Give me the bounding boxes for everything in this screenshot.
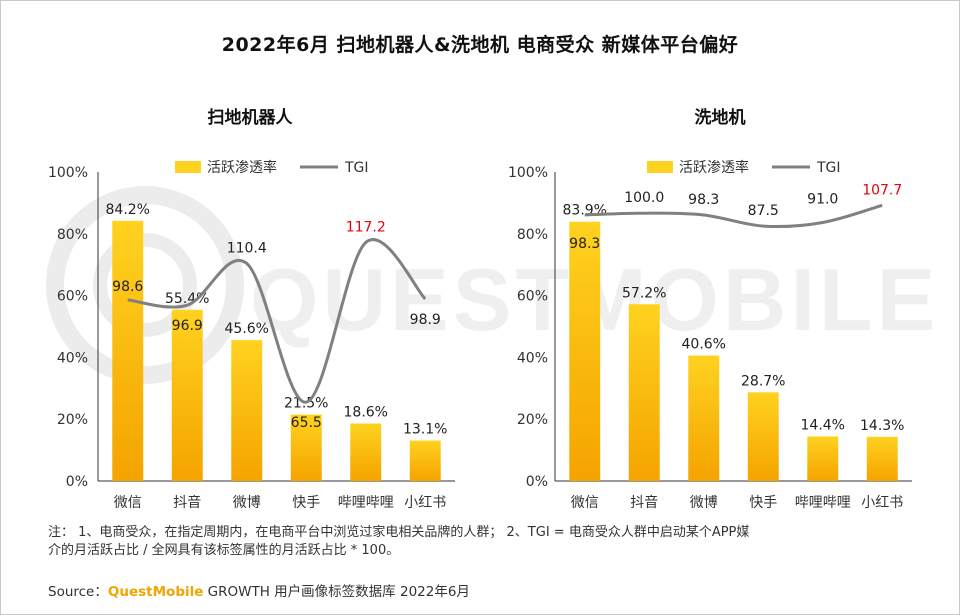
footnote-line-1: 注： 1、电商受众，在指定周期内，在电商平台中浏览过家电相关品牌的人群； 2、T…: [48, 525, 750, 540]
source-rest: GROWTH 用户画像标签数据库 2022年6月: [203, 584, 470, 600]
x-tick-label: 快手: [749, 495, 777, 511]
x-tick-label: 哔哩哔哩: [795, 495, 851, 511]
x-tick-label: 微信: [114, 495, 142, 511]
bar-1: [112, 220, 144, 481]
legend-bar-swatch: [647, 161, 673, 173]
x-tick-label: 哔哩哔哩: [338, 495, 394, 511]
tgi-value-label: 100.0: [624, 190, 664, 206]
tgi-value-label: 98.6: [112, 279, 143, 295]
bar-1: [569, 221, 601, 481]
y-tick-label: 60%: [517, 289, 548, 305]
tgi-value-label: 65.5: [291, 415, 322, 431]
bar-6: [866, 436, 898, 481]
bar-5: [350, 423, 382, 481]
bar-value-label: 40.6%: [682, 337, 726, 353]
tgi-value-label: 98.9: [410, 312, 441, 328]
bar-value-label: 14.3%: [860, 418, 904, 434]
tgi-value-label: 96.9: [172, 318, 203, 334]
x-tick-label: 小红书: [861, 495, 903, 511]
x-tick-label: 微信: [571, 495, 599, 511]
bar-5: [807, 436, 839, 481]
bar-2: [171, 309, 203, 481]
bar-value-label: 45.6%: [225, 321, 269, 337]
bar-value-label: 14.4%: [801, 418, 845, 434]
bar-value-label: 18.6%: [344, 405, 388, 421]
page-title: 2022年6月 扫地机器人&洗地机 电商受众 新媒体平台偏好: [221, 34, 739, 56]
tgi-value-label: 98.3: [569, 236, 600, 252]
tgi-value-label: 98.3: [688, 192, 719, 208]
bar-value-label: 83.9%: [563, 203, 607, 219]
bar-value-label: 13.1%: [403, 422, 447, 438]
y-tick-label: 60%: [57, 289, 88, 305]
y-tick-label: 20%: [57, 412, 88, 428]
legend-bar-swatch: [175, 161, 201, 173]
y-tick-label: 20%: [517, 412, 548, 428]
bar-value-label: 55.4%: [165, 291, 209, 307]
tgi-value-label: 87.5: [748, 203, 779, 219]
tgi-line: [584, 203, 883, 229]
y-tick-label: 80%: [57, 227, 88, 243]
tgi-value-label: 117.2: [346, 219, 386, 235]
footnote: 注： 1、电商受众，在指定周期内，在电商平台中浏览过家电相关品牌的人群； 2、T…: [48, 524, 928, 560]
y-tick-label: 100%: [48, 165, 88, 181]
y-tick-label: 0%: [66, 474, 88, 490]
x-tick-label: 微博: [690, 494, 718, 511]
tgi-line: [127, 238, 427, 404]
bar-4: [290, 414, 322, 481]
legend-bar-label: 活跃渗透率: [679, 159, 749, 176]
bar-6: [409, 440, 441, 481]
bar-4: [747, 392, 779, 481]
x-tick-label: 抖音: [173, 494, 201, 511]
source-line: Source：QuestMobile GROWTH 用户画像标签数据库 2022…: [48, 580, 470, 600]
y-tick-label: 40%: [517, 350, 548, 366]
tgi-value-label: 107.7: [862, 182, 902, 198]
x-tick-label: 快手: [292, 495, 320, 511]
x-tick-label: 微博: [233, 494, 261, 511]
bar-value-label: 57.2%: [622, 285, 666, 301]
y-tick-label: 80%: [517, 227, 548, 243]
footnote-line-2: 介的月活跃占比 / 全网具有该标签属性的月活跃占比 * 100。: [48, 543, 400, 558]
y-tick-label: 40%: [57, 350, 88, 366]
bar-value-label: 28.7%: [741, 373, 785, 389]
bar-value-label: 84.2%: [106, 202, 150, 218]
bar-3: [231, 340, 263, 481]
legend-bar-label: 活跃渗透率: [207, 159, 277, 176]
tgi-value-label: 110.4: [227, 240, 267, 256]
source-brand: QuestMobile: [107, 584, 204, 600]
y-tick-label: 0%: [526, 474, 548, 490]
y-tick-label: 100%: [508, 165, 548, 181]
source-label: Source：: [48, 584, 108, 600]
bar-2: [628, 304, 660, 481]
legend-line-label: TGI: [816, 160, 841, 176]
x-tick-label: 小红书: [404, 495, 446, 511]
tgi-value-label: 91.0: [807, 191, 838, 207]
panel-title: 洗地机: [695, 107, 746, 128]
legend-line-label: TGI: [344, 160, 369, 176]
bar-3: [688, 355, 720, 481]
panel-title: 扫地机器人: [208, 107, 294, 128]
x-tick-label: 抖音: [630, 494, 658, 511]
